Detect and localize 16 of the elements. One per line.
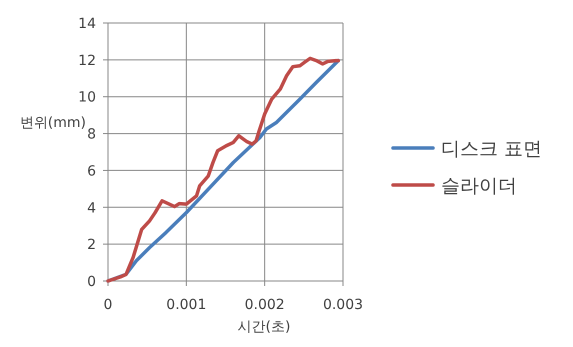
y-tick-label: 4 [87, 200, 96, 216]
y-tick-label: 0 [87, 274, 96, 290]
x-tick-label: 0.001 [166, 297, 206, 313]
x-axis-title: 시간(초) [238, 319, 290, 335]
x-tick-label: 0 [104, 297, 112, 313]
y-tick-label: 8 [87, 126, 96, 143]
y-tick-label: 12 [78, 52, 96, 69]
y-tick-label: 2 [87, 237, 96, 254]
y-tick-label: 14 [78, 16, 96, 32]
legend-label: 슬라이더 [441, 175, 517, 197]
y-tick-label: 10 [78, 90, 96, 106]
y-tick-label: 6 [87, 163, 96, 180]
legend-label: 디스크 표면 [441, 138, 542, 160]
x-tick-label: 0.002 [244, 297, 285, 313]
x-tick-label: 0.003 [322, 297, 364, 313]
y-axis-title: 변위(mm) [20, 115, 86, 131]
